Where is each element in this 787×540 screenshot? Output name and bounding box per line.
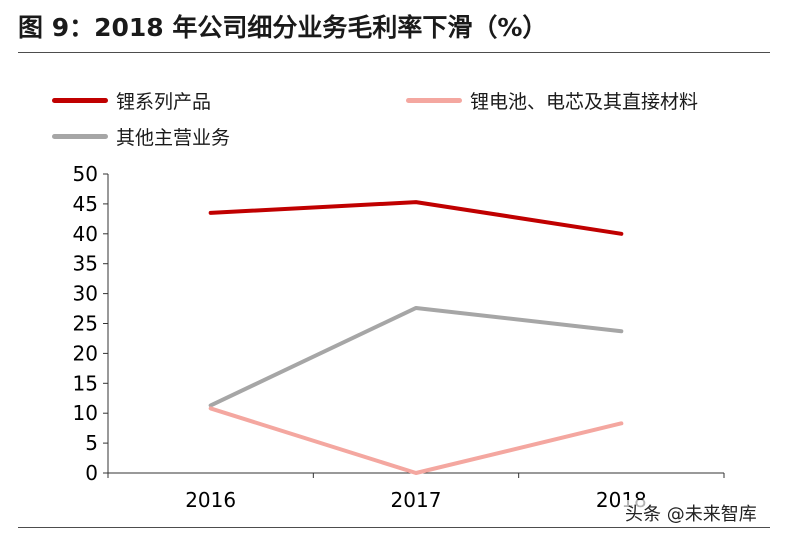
x-tick-label: 2017 — [391, 488, 442, 512]
y-tick-label: 0 — [85, 461, 98, 485]
series-line-1 — [208, 406, 624, 475]
bottom-divider — [18, 527, 770, 528]
y-tick-label: 30 — [73, 282, 98, 306]
page-title: 图 9：2018 年公司细分业务毛利率下滑（%） — [18, 13, 548, 42]
y-tick-label: 35 — [73, 252, 98, 276]
y-tick-label: 10 — [73, 401, 98, 425]
legend-item-series-1: 锂电池、电芯及其直接材料 — [406, 87, 698, 113]
legend-swatch-series-2 — [52, 133, 108, 139]
y-tick-label: 15 — [73, 371, 98, 395]
x-tick-label: 2016 — [185, 488, 236, 512]
y-tick-label: 5 — [85, 431, 98, 455]
watermark: 头条 @未来智库 — [623, 500, 759, 526]
y-tick-label: 45 — [73, 192, 98, 216]
legend-label-series-1: 锂电池、电芯及其直接材料 — [470, 90, 699, 113]
y-tick-label: 40 — [73, 222, 98, 246]
legend-item-series-2: 其他主营业务 — [52, 123, 230, 149]
y-tick-label: 25 — [73, 312, 98, 336]
y-tick-label: 50 — [73, 162, 98, 186]
legend-label-series-2: 其他主营业务 — [116, 126, 231, 149]
legend-swatch-series-0 — [52, 97, 108, 103]
legend-item-series-0: 锂系列产品 — [52, 87, 211, 113]
legend-label-series-0: 锂系列产品 — [116, 90, 212, 113]
series-line-0 — [208, 200, 624, 236]
legend-swatch-series-1 — [406, 97, 462, 103]
series-line-2 — [208, 305, 624, 408]
top-divider — [18, 52, 770, 53]
y-tick-label: 20 — [73, 341, 98, 365]
